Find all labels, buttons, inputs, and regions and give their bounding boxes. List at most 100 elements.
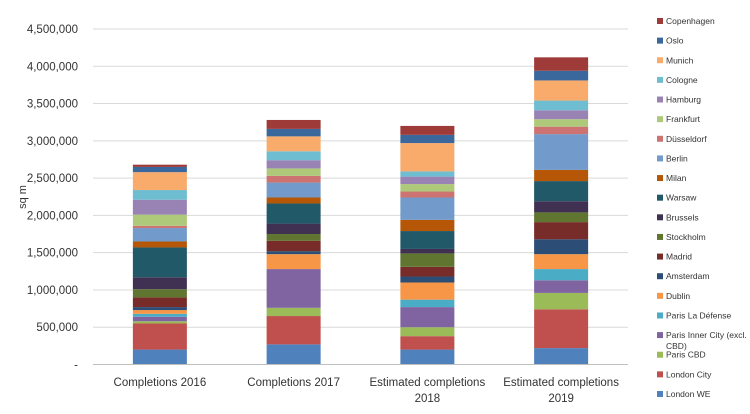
bar-segment xyxy=(534,80,589,101)
bar-segment xyxy=(400,276,455,283)
bar-segment xyxy=(534,126,589,135)
bar-segment xyxy=(132,214,187,226)
bar-segment xyxy=(400,307,455,328)
bar-segment xyxy=(266,151,321,161)
bar-segment xyxy=(400,282,455,300)
bar-segment xyxy=(534,292,589,310)
bar-segment xyxy=(132,164,187,167)
bar-segment xyxy=(534,222,589,240)
bar-segment xyxy=(534,100,589,111)
legend-label: Munich xyxy=(666,55,694,65)
bar-segment xyxy=(400,143,455,172)
y-axis-label: sq m xyxy=(17,185,29,209)
bar-segment xyxy=(400,248,455,254)
legend-swatch xyxy=(657,371,663,378)
bar-segment xyxy=(266,234,321,241)
bar-segment xyxy=(534,110,589,120)
bar-segment xyxy=(132,307,187,311)
bar-segment xyxy=(266,197,321,204)
legend-label: London City xyxy=(666,369,712,379)
bar-segment xyxy=(400,336,455,350)
y-tick-label: 3,500,000 xyxy=(27,99,78,111)
bar-segment xyxy=(534,212,589,223)
y-tick-label: 4,500,000 xyxy=(27,24,78,36)
bar-segment xyxy=(132,190,187,200)
legend-label: Berlin xyxy=(666,153,688,163)
bar-segment xyxy=(266,254,321,270)
bar-segment xyxy=(400,231,455,249)
legend-label: Amsterdam xyxy=(666,271,709,281)
bar-segment xyxy=(132,228,187,242)
legend-swatch xyxy=(657,233,663,240)
bar-segment xyxy=(266,160,321,169)
legend-swatch xyxy=(657,135,663,142)
legend-swatch xyxy=(657,155,663,162)
bar-segment xyxy=(400,197,455,220)
bar-segment xyxy=(534,254,589,270)
bar-segment xyxy=(400,176,455,185)
bar-segment xyxy=(132,297,187,308)
bar-segment xyxy=(132,172,187,191)
bar-segment xyxy=(266,119,321,129)
bar-segment xyxy=(266,168,321,176)
bar-segment xyxy=(132,321,187,324)
bar-segment xyxy=(534,269,589,281)
legend-label: London WE xyxy=(666,389,711,399)
x-category-label: Completions 2016 xyxy=(114,377,207,389)
bar-segment xyxy=(132,349,187,365)
bar-segment xyxy=(266,175,321,183)
bar-segment xyxy=(132,310,187,314)
bar-segment xyxy=(400,327,455,337)
legend-label: Dublin xyxy=(666,291,690,301)
bar-segment xyxy=(534,119,589,127)
bar-segment xyxy=(400,253,455,267)
legend-swatch xyxy=(657,332,663,339)
legend-swatch xyxy=(657,351,663,358)
bar-segment xyxy=(266,307,321,317)
legend-label: Düsseldorf xyxy=(666,134,707,144)
x-category-label: Completions 2017 xyxy=(247,377,340,389)
bar-segment xyxy=(534,134,589,170)
legend-label: Cologne xyxy=(666,75,698,85)
bar-segment xyxy=(266,344,321,365)
bar-segment xyxy=(400,299,455,308)
bar-segment xyxy=(534,57,589,71)
legend-swatch xyxy=(657,194,663,201)
legend-label: Warsaw xyxy=(666,193,697,203)
bar-segment xyxy=(400,349,455,365)
legend-swatch xyxy=(657,292,663,299)
legend-swatch xyxy=(657,253,663,260)
bar-segment xyxy=(400,219,455,232)
x-category-label: 2019 xyxy=(548,393,574,405)
y-tick-label: - xyxy=(74,360,78,372)
bar-segment xyxy=(534,239,589,255)
bar-segment xyxy=(400,171,455,177)
y-tick-label: 2,000,000 xyxy=(27,210,78,222)
y-tick-label: 1,500,000 xyxy=(27,248,78,260)
bar-segment xyxy=(266,136,321,152)
bar-segment xyxy=(132,316,187,322)
legend-label: Milan xyxy=(666,173,687,183)
bar-segment xyxy=(400,266,455,277)
x-category-label: Estimated completions xyxy=(370,377,486,389)
bars xyxy=(132,57,589,365)
bar-segment xyxy=(534,169,589,182)
bar-segment xyxy=(400,134,455,144)
bar-segment xyxy=(132,199,187,215)
legend: Copenhagen Oslo Munich Cologne Hamburg Frankf… xyxy=(657,16,747,399)
bar-segment xyxy=(534,201,589,213)
legend-swatch xyxy=(657,214,663,221)
bar-segment xyxy=(132,289,187,298)
bar-segment xyxy=(266,223,321,235)
bar-segment xyxy=(132,241,187,248)
legend-label: Brussels xyxy=(666,212,699,222)
y-tick-label: 2,500,000 xyxy=(27,173,78,185)
legend-swatch xyxy=(657,76,663,83)
y-tick-label: 4,000,000 xyxy=(27,61,78,73)
bar-segment xyxy=(132,166,187,173)
bar-segment xyxy=(132,313,187,317)
legend-swatch xyxy=(657,57,663,64)
bar-segment xyxy=(132,225,187,229)
legend-label: Frankfurt xyxy=(666,114,701,124)
bar-segment xyxy=(400,184,455,192)
